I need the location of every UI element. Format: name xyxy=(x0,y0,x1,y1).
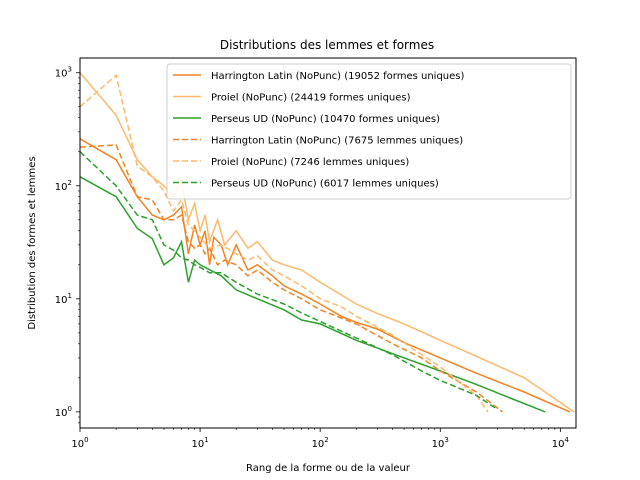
series-line-1 xyxy=(79,138,571,413)
y-tick-label: 103 xyxy=(55,66,72,80)
series-line-3 xyxy=(79,176,546,413)
chart-title: Distributions des lemmes et formes xyxy=(220,38,434,52)
y-axis-label: Distribution des formes et lemmes xyxy=(27,156,38,329)
x-tick-label: 103 xyxy=(432,436,449,450)
y-axis: 100 101 102 103 xyxy=(55,66,80,424)
series-line-4 xyxy=(79,144,503,413)
x-tick-label: 100 xyxy=(71,436,88,450)
legend-label-5: Proiel (NoPunc) (7246 lemmes uniques) xyxy=(211,157,409,168)
x-axis-label: Rang de la forme ou de la valeur xyxy=(246,463,411,474)
plot-frame xyxy=(79,57,577,429)
y-tick-label: 100 xyxy=(55,405,72,419)
x-tick-label: 102 xyxy=(312,436,329,450)
y-tick-label: 102 xyxy=(55,179,72,193)
legend: Harrington Latin (NoPunc) (19052 formes … xyxy=(166,63,572,200)
legend-label-1: Harrington Latin (NoPunc) (19052 formes … xyxy=(211,71,464,82)
series-line-5 xyxy=(79,73,489,413)
series-line-6 xyxy=(79,151,499,411)
x-tick-label: 101 xyxy=(191,436,208,450)
legend-box xyxy=(166,63,572,200)
x-axis: 100 101 102 103 104 xyxy=(71,428,569,450)
legend-label-2: Proiel (NoPunc) (24419 formes uniques) xyxy=(211,93,411,104)
legend-label-6: Perseus UD (NoPunc) (6017 lemmes uniques… xyxy=(211,179,439,190)
legend-label-3: Perseus UD (NoPunc) (10470 formes unique… xyxy=(211,114,440,125)
legend-label-4: Harrington Latin (NoPunc) (7675 lemmes u… xyxy=(211,136,463,147)
x-tick-label: 104 xyxy=(552,436,570,450)
y-tick-label: 101 xyxy=(55,292,72,306)
